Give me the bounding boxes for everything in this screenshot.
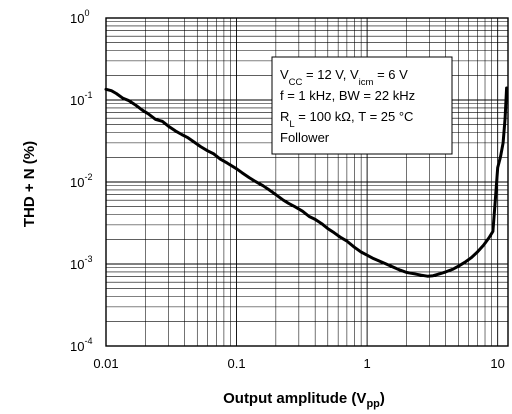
y-axis-title: THD + N (%) bbox=[21, 141, 38, 227]
y-tick-label: 10-4 bbox=[70, 336, 92, 354]
x-tick-label: 0.01 bbox=[93, 356, 118, 371]
conditions-annotation: VCC = 12 V, Vicm = 6 Vf = 1 kHz, BW = 22… bbox=[271, 56, 453, 155]
y-tick-label: 10-3 bbox=[70, 254, 92, 272]
x-tick-label: 1 bbox=[363, 356, 370, 371]
x-tick-label: 0.1 bbox=[228, 356, 246, 371]
y-tick-labels: 100 10-1 10-2 10-3 10-4 bbox=[70, 8, 92, 354]
x-tick-labels: 0.01 0.1 1 10 bbox=[93, 356, 505, 371]
conditions-box bbox=[271, 56, 453, 155]
y-tick-label: 100 bbox=[70, 8, 89, 26]
x-axis-title: Output amplitude (Vpp) bbox=[223, 390, 385, 410]
y-tick-label: 10-2 bbox=[70, 172, 92, 190]
conditions-line: RL = 100 kΩ, T = 25 °C bbox=[280, 109, 413, 130]
conditions-line: f = 1 kHz, BW = 22 kHz bbox=[280, 88, 415, 103]
y-tick-label: 10-1 bbox=[70, 90, 92, 108]
conditions-line: VCC = 12 V, Vicm = 6 V bbox=[280, 67, 408, 88]
plot-frame bbox=[105, 17, 509, 347]
conditions-line: Follower bbox=[280, 130, 330, 145]
thd-n-curve bbox=[104, 86, 509, 278]
conditions-text: VCC = 12 V, Vicm = 6 Vf = 1 kHz, BW = 22… bbox=[280, 67, 415, 145]
x-tick-label: 10 bbox=[490, 356, 504, 371]
